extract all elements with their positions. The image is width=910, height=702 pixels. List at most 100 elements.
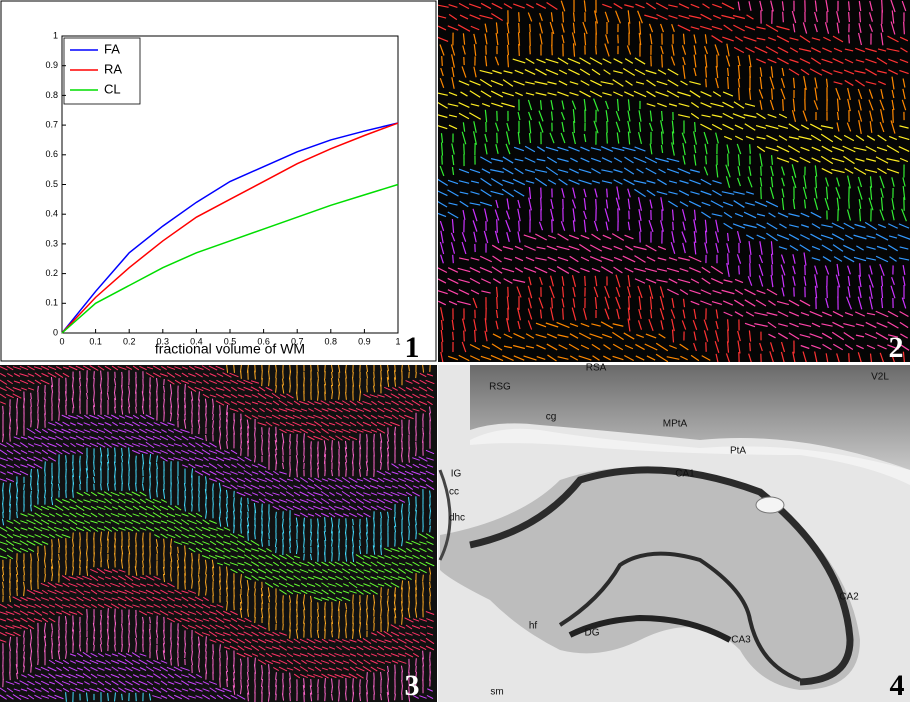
vector [563,308,564,319]
vector [761,166,762,176]
vector [416,372,417,378]
vector [311,455,312,464]
vector [136,399,137,406]
vector [199,491,200,498]
vector [706,79,707,88]
vector [430,526,431,533]
vector [108,539,109,548]
vector [596,46,597,55]
vector [596,199,597,209]
vector [262,378,263,386]
vector [164,539,165,548]
x-tick-label: 1 [395,336,400,346]
vector [827,286,828,298]
vector [241,371,242,379]
vector [381,587,382,597]
vector [318,602,319,609]
x-tick-label: 0.1 [89,336,102,346]
vector [353,609,354,617]
vector [381,610,382,617]
vector [772,155,773,165]
vector [416,448,417,456]
vector [31,393,32,399]
vector [416,658,417,666]
vector [430,658,431,665]
region-label: IG [451,469,462,480]
vector [122,372,123,378]
vector [430,602,431,610]
x-tick-label: 0.3 [157,336,170,346]
vector [430,671,431,681]
vector [297,540,298,546]
vector [728,319,729,331]
vector [290,462,291,470]
vector [497,219,498,232]
vector [115,475,116,484]
vector [325,364,326,372]
vector [388,610,389,616]
vector [290,687,291,693]
vector [241,442,242,449]
vector [94,455,95,462]
panel-label: 3 [405,669,420,702]
vector [728,77,729,89]
vector [17,427,18,435]
vector [772,88,773,99]
vector [31,421,32,428]
vector [73,407,74,413]
vector [783,12,784,22]
vector [706,156,707,165]
vector [423,413,424,420]
vector [750,144,751,154]
vector [87,616,88,623]
vector [199,658,200,666]
vector [122,476,123,484]
vector [374,524,375,533]
vector [45,483,46,491]
vector [45,470,46,477]
vector [783,99,784,111]
vector [318,364,319,371]
vector [115,637,116,645]
vector [860,263,861,276]
vector [409,526,410,532]
vector [290,434,291,442]
vector [304,623,305,632]
vector [367,524,368,533]
vector [87,456,88,463]
panel-label: 1 [405,331,420,364]
vector [269,428,270,435]
vector [728,253,729,264]
x-tick-label: 0.2 [123,336,136,346]
y-tick-label: 0.3 [45,238,58,248]
legend-label: RA [104,61,122,76]
vector [367,386,368,393]
histology-image [438,365,910,702]
vector [171,645,172,652]
vector [87,539,88,547]
vector [283,532,284,539]
legend-box [64,38,140,104]
vector [73,552,74,561]
vector [185,652,186,658]
region-label: hf [529,621,538,632]
vector [185,405,186,415]
vector [860,12,861,23]
vector [367,539,368,546]
vector [552,298,553,309]
vector [367,692,368,702]
vector [213,498,214,505]
vector [849,353,850,363]
vector [192,399,193,406]
vector [66,490,67,498]
vector [185,581,186,590]
vector [52,575,53,581]
vector [290,385,291,392]
vector [276,547,277,553]
vector [122,469,123,476]
vector [45,392,46,400]
vector [607,132,608,143]
y-tick-label: 0.4 [45,209,58,219]
vector [381,365,382,371]
vector [38,400,39,407]
